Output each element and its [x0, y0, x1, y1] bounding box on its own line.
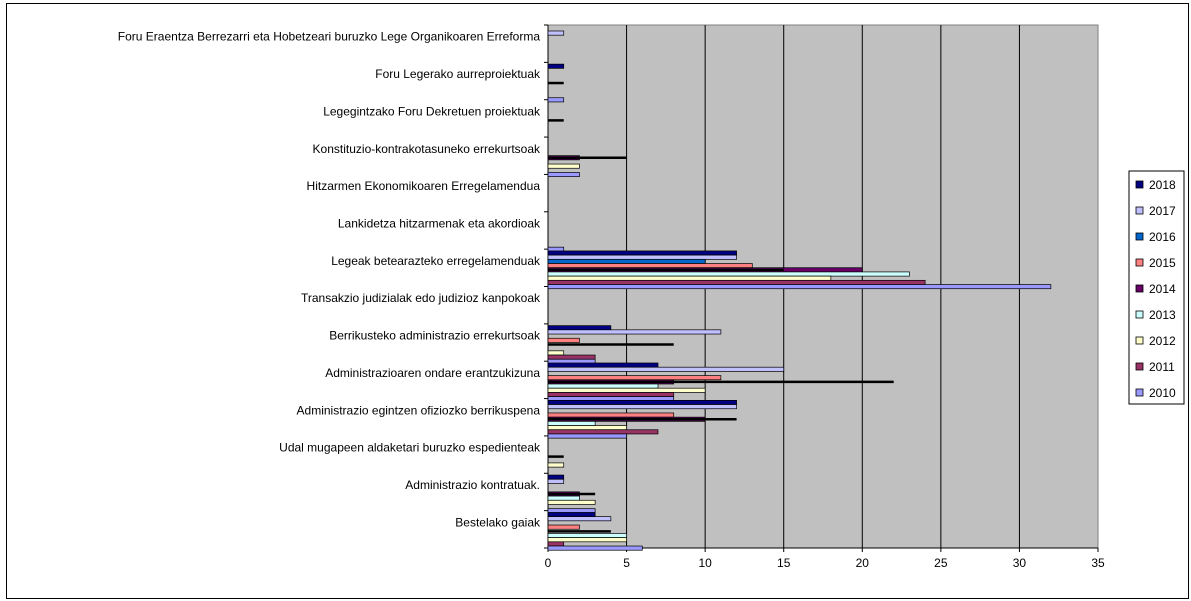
category-label: Foru Legerako aurreproiektuak: [375, 67, 541, 81]
bar-2013: [547, 383, 659, 389]
bar-2018: [547, 63, 565, 69]
category-label: Foru Eraentza Berrezarri eta Hobetzeari …: [118, 30, 541, 44]
category-label: Transakzio judizialak edo judizioz kanpo…: [301, 291, 541, 305]
legend-swatch-2010: [1135, 388, 1144, 397]
category-label: Legeak betearazteko erregelamenduak: [331, 254, 541, 268]
legend-swatch-2012: [1135, 336, 1144, 345]
bar-2012: [547, 462, 565, 468]
legend-swatch-2014: [1135, 284, 1144, 293]
bar-2018: [547, 400, 737, 405]
x-tick-label: 20: [856, 556, 870, 570]
bar-2013: [547, 421, 596, 426]
bar-2010: [547, 433, 627, 439]
bar-2012: [547, 425, 627, 431]
category-label: Udal mugapeen aldaketari buruzko espedie…: [279, 441, 541, 455]
bar-2018: [547, 250, 737, 256]
bar-2017: [547, 30, 565, 36]
bar-2015: [547, 337, 580, 343]
legend-label-2014: 2014: [1149, 282, 1176, 296]
bar-2013: [547, 533, 627, 538]
category-label: Lankidetza hitzarmenak eta akordioak: [338, 216, 541, 230]
x-tick-label: 30: [1013, 556, 1027, 570]
bar-2018: [547, 512, 596, 517]
legend-swatch-2017: [1135, 206, 1144, 215]
category-label: Bestelako gaiak: [455, 515, 541, 529]
bar-2013: [547, 271, 910, 277]
category-label: Administrazio egintzen ofiziozko berriku…: [297, 403, 541, 417]
bar-2017: [547, 366, 785, 372]
bar-2011: [547, 392, 675, 397]
bar-2015: [547, 375, 722, 381]
bar-2015: [547, 263, 753, 269]
bar-2010: [547, 172, 580, 177]
legend-label-2013: 2013: [1149, 308, 1176, 322]
legend-swatch-2015: [1135, 258, 1144, 267]
bar-2012: [547, 537, 627, 543]
x-tick-label: 0: [545, 556, 552, 570]
bar-2017: [547, 478, 565, 484]
bar-2016: [547, 258, 706, 264]
x-tick-label: 35: [1091, 556, 1105, 570]
bar-2017: [547, 516, 612, 522]
bar-2015: [547, 412, 675, 418]
bar-2012: [547, 387, 706, 393]
x-tick-label: 25: [934, 556, 948, 570]
bar-2012: [547, 163, 580, 169]
legend: 2018 2017 2016 2015 2014 2013 2012 2011 2010: [1128, 170, 1185, 405]
bar-2018: [547, 474, 565, 480]
bar-2017: [547, 329, 722, 335]
bar-2013: [547, 495, 580, 501]
legend-label-2010: 2010: [1149, 386, 1176, 400]
legend-swatch-2011: [1135, 362, 1144, 371]
bar-2011: [547, 279, 926, 285]
category-label: Berrikusteko administrazio errekurtsoak: [329, 329, 541, 343]
category-label: Administrazio kontratuak.: [405, 478, 540, 492]
bar-2011: [547, 541, 565, 547]
bar-2018: [547, 325, 612, 331]
bar-2011: [547, 429, 659, 435]
x-tick-label: 15: [777, 556, 791, 570]
legend-swatch-2013: [1135, 310, 1144, 319]
category-label: Hitzarmen Ekonomikoaren Erregelamendua: [307, 179, 541, 193]
legend-label-2012: 2012: [1149, 334, 1176, 348]
legend-label-2015: 2015: [1149, 256, 1176, 270]
bar-2010: [547, 97, 565, 103]
bar-2012: [547, 499, 596, 505]
bar-2018: [547, 362, 659, 368]
category-label: Konstituzio-kontrakotasuneko errekurtsoa…: [313, 142, 541, 156]
x-tick-label: 5: [623, 556, 630, 570]
bar-2010: [547, 545, 643, 551]
bar-2012: [547, 275, 832, 281]
legend-swatch-2016: [1135, 232, 1144, 241]
legend-label-2018: 2018: [1149, 178, 1176, 192]
x-tick-label: 10: [698, 556, 712, 570]
bar-2011: [547, 354, 596, 360]
bar-2015: [547, 524, 580, 530]
category-label: Legegintzako Foru Dekretuen proiektuak: [323, 104, 541, 118]
bar-2017: [547, 404, 737, 410]
legend-swatch-2018: [1135, 180, 1144, 189]
legend-label-2011: 2011: [1149, 360, 1175, 374]
legend-label-2017: 2017: [1149, 204, 1176, 218]
category-label: Administrazioaren ondare erantzukizuna: [325, 366, 540, 380]
bar-2017: [547, 254, 737, 260]
bar-2010: [547, 284, 1052, 290]
bar-2012: [547, 350, 565, 356]
legend-label-2016: 2016: [1149, 230, 1176, 244]
